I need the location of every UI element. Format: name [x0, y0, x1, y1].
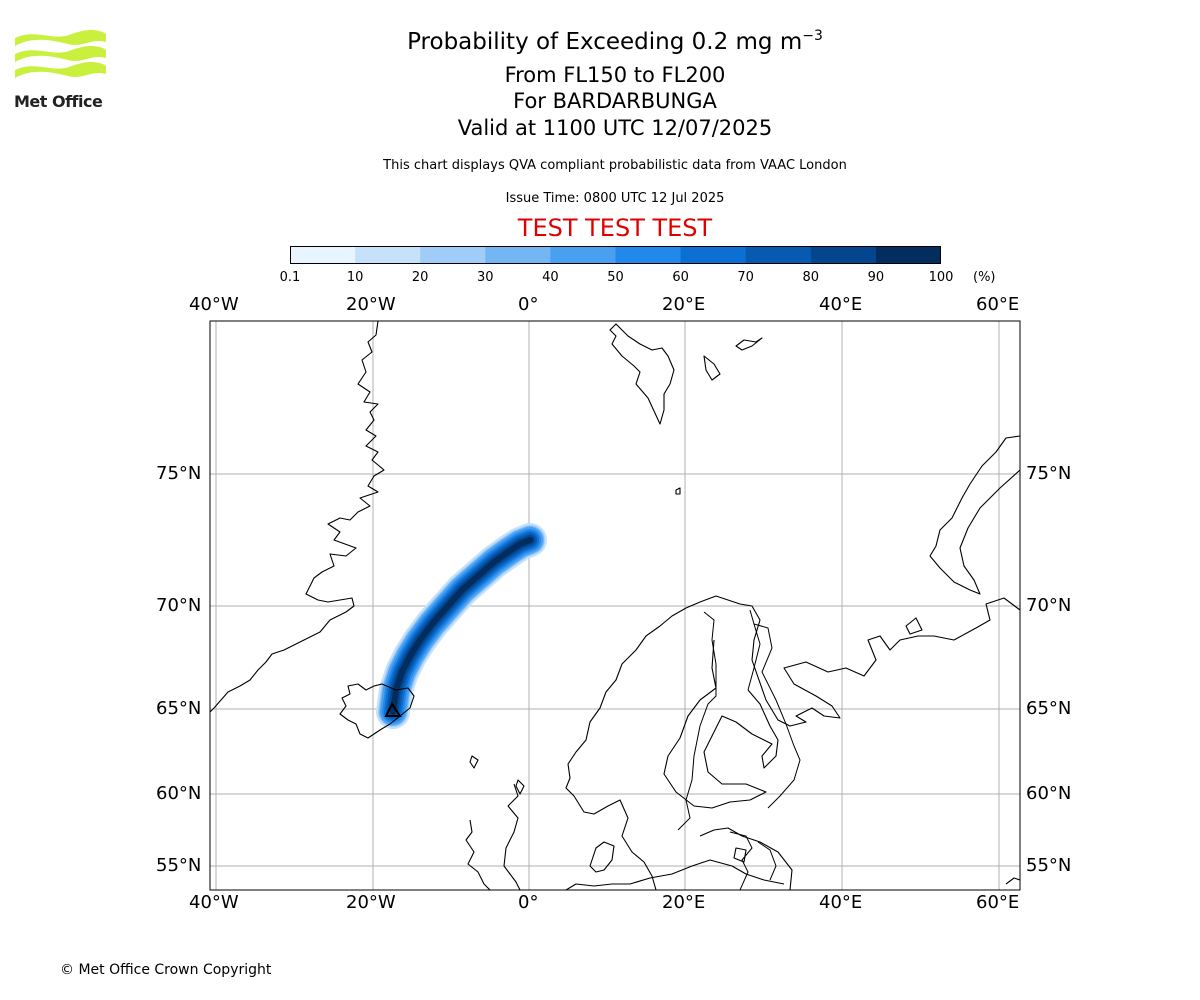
lon-label-bottom-20e: 20°E	[662, 892, 706, 913]
lon-label-bottom-40e: 40°E	[819, 892, 863, 913]
colorbar-bin	[615, 246, 682, 264]
coastline-denmark	[589, 841, 615, 873]
border-baltics	[729, 831, 753, 890]
colorbar-bin	[290, 246, 356, 264]
colorbar-bin	[875, 246, 941, 264]
issue-time: Issue Time: 0800 UTC 12 Jul 2025	[505, 191, 725, 206]
colorbar-tick-label: 90	[867, 270, 885, 285]
coastline-svalbard-east	[703, 355, 721, 381]
lat-label-left-60n: 60°N	[156, 783, 202, 804]
colorbar-frame	[290, 246, 941, 264]
lat-label-right-65n: 65°N	[1026, 698, 1072, 719]
chart-title-exponent: −3	[802, 28, 823, 44]
borders	[677, 609, 801, 890]
plume-probability-band	[390, 537, 533, 715]
lon-label-top-20e: 20°E	[662, 294, 706, 315]
flight-level-range: From FL150 to FL200	[504, 63, 726, 87]
lon-label-top-20w: 20°W	[346, 294, 396, 315]
coastline-gulf-of-bothnia	[663, 639, 779, 809]
lat-label-right-60n: 60°N	[1026, 783, 1072, 804]
lat-label-right-75n: 75°N	[1026, 463, 1072, 484]
colorbar-tick-label: 70	[737, 270, 754, 285]
lat-label-right-55n: 55°N	[1026, 855, 1072, 876]
lat-label-right-70n: 70°N	[1026, 595, 1072, 616]
colorbar-tick-label: 30	[477, 270, 494, 285]
test-banner: TEST TEST TEST	[517, 214, 713, 242]
map-frame	[209, 320, 1021, 891]
lat-label-left-65n: 65°N	[156, 698, 202, 719]
coastlines	[210, 321, 1020, 890]
coastline-iceland	[339, 683, 415, 739]
coastline-kola-lake	[905, 617, 923, 635]
lat-label-left-55n: 55°N	[156, 855, 202, 876]
colorbar-tick-label: 50	[607, 270, 624, 285]
coastline-uk-east	[503, 783, 521, 890]
colorbar-tick-label: 80	[802, 270, 820, 285]
lon-label-top-0: 0°	[518, 294, 539, 315]
lat-label-left-75n: 75°N	[156, 463, 202, 484]
colorbar-tick-label: 60	[672, 270, 689, 285]
colorbar-bin	[810, 246, 877, 264]
coastline-faroe	[469, 755, 479, 769]
colorbar-bin	[680, 246, 747, 264]
colorbar-bin	[420, 246, 486, 264]
colorbar-tick-label: 100	[928, 270, 954, 285]
colorbar-unit: (%)	[973, 270, 996, 285]
colorbar-bin	[355, 246, 421, 264]
border-baltics-2	[757, 841, 777, 881]
gridlines	[210, 321, 1020, 890]
border-sweden-finland	[747, 609, 761, 691]
coastline-bear-island	[675, 487, 681, 495]
chart-title-text: Probability of Exceeding 0.2 mg m	[407, 29, 803, 55]
coastline-nw-russia	[1005, 877, 1020, 885]
coastline-shetland	[515, 779, 525, 795]
border-norway-sweden	[677, 611, 717, 831]
border-finland-russia	[753, 623, 801, 809]
colorbar-tick-label: 20	[411, 270, 429, 285]
colorbar-bin	[550, 246, 616, 264]
lon-label-top-60e: 60°E	[976, 294, 1020, 315]
colorbar-bin	[485, 246, 551, 264]
coastline-scandinavia-russia	[565, 595, 1020, 890]
copyright: © Met Office Crown Copyright	[60, 962, 272, 978]
coastline-greenland	[210, 321, 385, 713]
met-office-logo-icon	[15, 29, 106, 78]
colorbar-bin	[745, 246, 812, 264]
ash-probability-plume	[376, 523, 547, 729]
colorbar-tick-label: 0.1	[279, 270, 301, 285]
coastline-continent	[565, 859, 785, 890]
colorbar-tick-label: 40	[542, 270, 559, 285]
coastline-uk	[465, 819, 491, 890]
subtitle: This chart displays QVA compliant probab…	[383, 158, 847, 173]
logo-text: Met Office	[14, 92, 103, 111]
volcano-name: For BARDARBUNGA	[513, 89, 717, 113]
lat-label-left-70n: 70°N	[156, 595, 202, 616]
coastline-svalbard-islet	[735, 337, 763, 351]
lon-label-bottom-40w: 40°W	[189, 892, 239, 913]
lon-label-bottom-20w: 20°W	[346, 892, 396, 913]
colorbar	[290, 246, 941, 264]
lon-label-top-40w: 40°W	[189, 294, 239, 315]
lon-label-bottom-60e: 60°E	[976, 892, 1020, 913]
valid-time: Valid at 1100 UTC 12/07/2025	[457, 116, 773, 140]
coastline-baltic-east	[699, 827, 793, 890]
colorbar-tick-label: 10	[346, 270, 364, 285]
bardarbunga-volcano-marker	[384, 702, 402, 717]
coastline-novaya-zemlya	[929, 435, 1020, 595]
lon-label-bottom-0: 0°	[518, 892, 539, 913]
lon-label-top-40e: 40°E	[819, 294, 863, 315]
chart-title: Probability of Exceeding 0.2 mg m−3	[0, 28, 1200, 55]
coastline-lake	[733, 847, 747, 863]
coastline-svalbard	[609, 323, 675, 425]
